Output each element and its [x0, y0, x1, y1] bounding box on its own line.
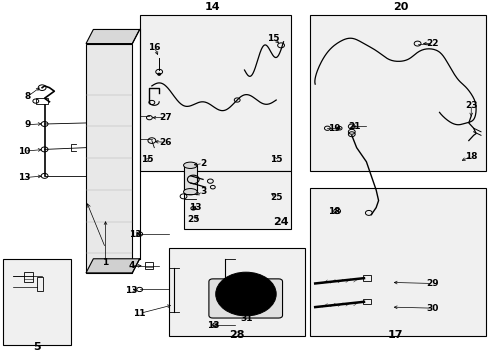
Circle shape: [230, 283, 261, 305]
Text: 18: 18: [464, 152, 476, 161]
Text: 8: 8: [24, 92, 31, 101]
Text: 27: 27: [159, 113, 171, 122]
Bar: [310, 188, 485, 336]
Bar: [168, 248, 305, 336]
Text: 5: 5: [33, 342, 41, 352]
Bar: [183, 165, 197, 192]
Text: 20: 20: [392, 2, 407, 12]
Text: 10: 10: [18, 147, 30, 156]
Text: 25: 25: [269, 193, 282, 202]
Text: 12: 12: [235, 279, 248, 288]
Text: 15: 15: [141, 156, 153, 165]
Text: 30: 30: [425, 303, 438, 312]
Text: 13: 13: [206, 321, 219, 330]
Bar: [183, 171, 290, 229]
Polygon shape: [86, 30, 140, 44]
Bar: [37, 277, 43, 291]
Text: 15: 15: [269, 156, 282, 165]
Text: 22: 22: [425, 39, 438, 48]
Text: 17: 17: [387, 330, 403, 340]
Text: 16: 16: [148, 42, 160, 51]
Text: 2: 2: [200, 159, 206, 168]
Bar: [362, 275, 370, 281]
Text: 13: 13: [125, 286, 137, 295]
Bar: [86, 44, 132, 273]
Bar: [24, 272, 33, 282]
Circle shape: [222, 277, 269, 311]
Text: 18: 18: [328, 207, 340, 216]
Circle shape: [237, 288, 254, 300]
Text: 1: 1: [102, 258, 108, 267]
Text: 29: 29: [425, 279, 438, 288]
Bar: [310, 15, 485, 171]
Bar: [362, 299, 370, 304]
Text: 9: 9: [24, 120, 31, 129]
Text: 23: 23: [464, 101, 476, 110]
Text: 21: 21: [347, 122, 360, 131]
Text: 31: 31: [240, 314, 253, 323]
Text: 13: 13: [128, 230, 141, 239]
Text: 11: 11: [133, 309, 145, 318]
Bar: [144, 262, 153, 269]
Ellipse shape: [183, 162, 197, 168]
Bar: [3, 259, 71, 345]
Text: 4: 4: [128, 261, 134, 270]
Text: 25: 25: [187, 216, 199, 225]
Text: 28: 28: [229, 330, 244, 340]
Circle shape: [158, 73, 160, 75]
Circle shape: [215, 272, 276, 316]
Text: 3: 3: [200, 187, 206, 196]
Text: 13: 13: [18, 173, 30, 182]
Ellipse shape: [183, 189, 197, 195]
Text: 15: 15: [267, 34, 280, 43]
FancyBboxPatch shape: [208, 279, 282, 318]
Text: 14: 14: [204, 2, 220, 12]
Text: 24: 24: [273, 217, 288, 227]
Text: 13: 13: [189, 203, 202, 212]
Bar: [140, 15, 290, 171]
Polygon shape: [86, 259, 140, 273]
Text: 26: 26: [159, 138, 171, 147]
Text: 19: 19: [328, 124, 340, 133]
Bar: [36, 98, 48, 104]
